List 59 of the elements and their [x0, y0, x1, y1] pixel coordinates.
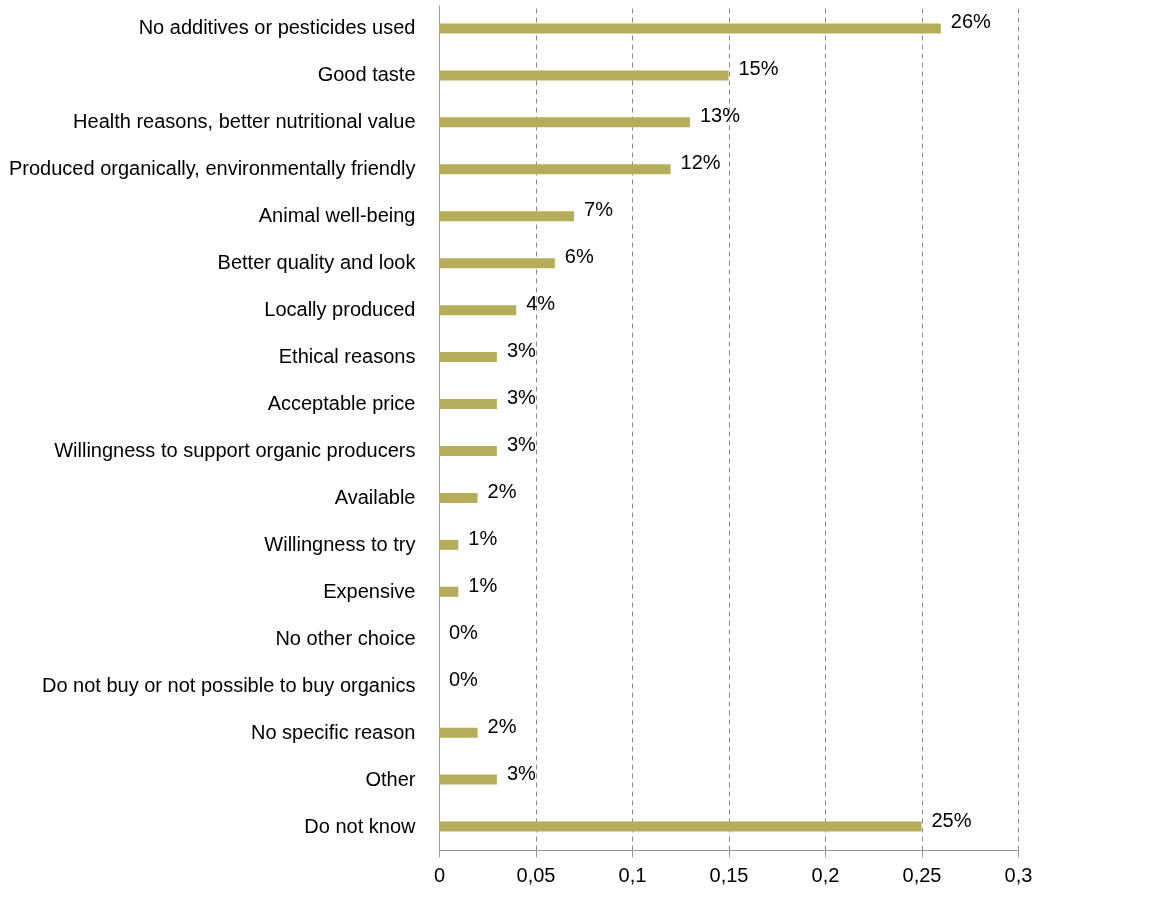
bar	[439, 586, 459, 597]
data-label: 3%	[506, 339, 537, 362]
data-label: 15%	[738, 57, 779, 80]
y-tick-label: Other	[365, 767, 416, 790]
x-tick-label: 0	[433, 863, 446, 886]
y-tick-label: No additives or pesticides used	[138, 16, 416, 39]
data-label: 0%	[449, 620, 479, 643]
data-label: 6%	[564, 245, 594, 268]
data-label: 1%	[468, 526, 498, 549]
data-label: 0%	[449, 667, 479, 690]
bar	[439, 258, 555, 269]
y-tick-label: Acceptable price	[267, 392, 416, 415]
bar	[439, 305, 517, 316]
bar	[439, 727, 478, 738]
data-label: 25%	[931, 808, 972, 831]
bar	[439, 774, 497, 785]
x-tick-label: 0,2	[811, 863, 840, 886]
bar	[439, 492, 478, 503]
y-tick-label: No specific reason	[250, 720, 416, 743]
bar	[439, 539, 459, 550]
bar	[439, 445, 497, 456]
y-tick-label: Better quality and look	[217, 251, 417, 274]
y-tick-label: Good taste	[317, 63, 416, 86]
data-label: 26%	[950, 10, 992, 33]
bar	[439, 23, 941, 34]
y-tick-label: Locally produced	[264, 298, 416, 321]
bar	[439, 117, 690, 128]
y-tick-label: No other choice	[275, 626, 416, 649]
data-label: 1%	[468, 573, 498, 596]
bar	[439, 211, 575, 222]
y-tick-label: Health reasons, better nutritional value	[73, 110, 416, 133]
x-tick-label: 0,1	[618, 863, 647, 886]
y-tick-label: Animal well-being	[258, 204, 416, 227]
data-label: 4%	[526, 292, 556, 315]
y-tick-label: Produced organically, environmentally friendly	[8, 157, 416, 180]
bar	[439, 164, 671, 175]
data-label: 2%	[487, 479, 517, 502]
data-label: 13%	[699, 104, 741, 127]
y-tick-label: Willingness to try	[264, 532, 416, 555]
x-tick-label: 0,3	[1004, 863, 1033, 886]
data-label: 3%	[506, 386, 537, 409]
data-label: 12%	[680, 151, 721, 174]
data-label: 7%	[584, 198, 614, 221]
bar	[439, 352, 497, 363]
x-tick-label: 0,15	[709, 863, 749, 886]
x-tick-label: 0,25	[902, 863, 942, 886]
y-tick-label: Available	[334, 485, 416, 508]
y-tick-label: Ethical reasons	[278, 345, 416, 368]
x-tick-label: 0,05	[516, 863, 556, 886]
y-tick-label: Expensive	[323, 579, 416, 602]
y-tick-label: Do not buy or not possible to buy organics	[41, 673, 416, 696]
bar	[439, 821, 922, 832]
data-label: 3%	[506, 761, 537, 784]
bar	[439, 399, 497, 410]
y-tick-label: Willingness to support organic producers	[54, 438, 416, 461]
data-label: 2%	[487, 714, 517, 737]
bar	[439, 70, 729, 81]
y-tick-label: Do not know	[304, 814, 417, 837]
data-label: 3%	[506, 432, 537, 455]
